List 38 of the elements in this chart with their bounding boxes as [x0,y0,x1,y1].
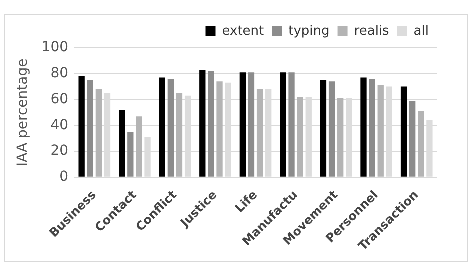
bar [87,80,94,177]
legend-label: realis [354,24,390,39]
legend-label: typing [288,24,330,39]
y-tick-label: 80 [50,66,69,82]
bar [410,101,416,177]
y-tick-label: 20 [50,143,69,160]
bar [136,116,142,177]
bar [297,97,304,177]
bar [200,70,206,177]
bar [78,76,85,177]
bar [216,82,223,177]
bar [418,111,424,177]
y-tick-label: 40 [50,117,69,134]
y-tick-label: 0 [60,169,69,186]
bar [240,72,246,177]
legend-label: extent [222,24,264,39]
bar [338,98,344,177]
bar [159,78,166,177]
bar [280,72,286,177]
bar [248,72,255,177]
y-tick-label: 60 [50,91,69,108]
bar [378,86,384,177]
legend-label: all [414,24,430,39]
bar [96,89,102,177]
bar [256,89,264,177]
bar [176,93,183,177]
bar [320,80,327,177]
bar [288,72,295,177]
y-tick-label: 100 [42,40,69,56]
bar [400,86,408,177]
bar [360,78,367,177]
bar [128,132,134,177]
y-axis-title: IAA percentage [15,58,32,167]
bar [328,82,336,177]
bar [208,71,214,177]
bar [168,79,174,177]
bar [119,110,126,177]
bar [369,79,376,177]
